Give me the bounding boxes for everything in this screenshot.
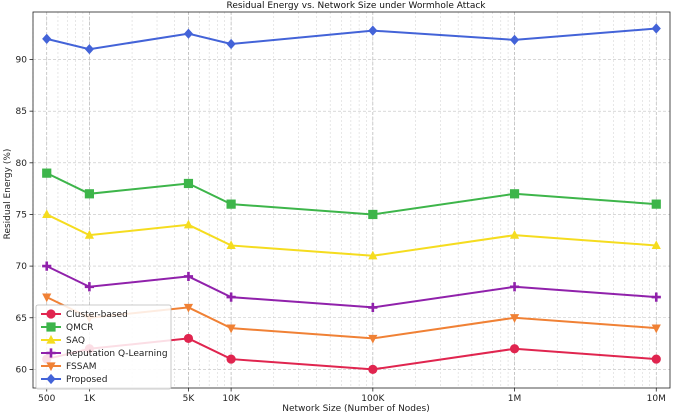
- x-tick-label: 100K: [361, 394, 385, 404]
- y-tick-label: 85: [16, 107, 27, 117]
- data-point: [42, 33, 52, 44]
- legend-item: Reputation Q-Learning: [41, 348, 168, 359]
- y-tick-label: 65: [16, 314, 27, 324]
- data-point: [368, 302, 378, 313]
- x-tick-label: 1M: [508, 394, 522, 404]
- series: [42, 261, 661, 313]
- data-point: [46, 362, 56, 372]
- data-point: [42, 293, 52, 303]
- series: [42, 23, 661, 55]
- x-tick-label: 10K: [222, 394, 240, 404]
- data-point: [183, 333, 194, 344]
- data-point: [42, 168, 52, 178]
- data-point: [368, 334, 378, 344]
- legend-label: QMCR: [66, 323, 93, 333]
- data-point: [46, 322, 56, 332]
- legend-item: Proposed: [41, 373, 107, 385]
- y-tick-label: 70: [16, 262, 28, 272]
- data-point: [46, 309, 56, 319]
- legend: Cluster-based QMCR SAQ Reputation Q-Learnin…: [35, 304, 172, 390]
- data-point: [226, 199, 236, 209]
- data-point: [651, 23, 661, 34]
- y-tick-label: 80: [16, 159, 28, 169]
- data-point: [226, 292, 236, 302]
- series-line: [46, 213, 657, 257]
- legend-label: Reputation Q-Learning: [66, 349, 168, 359]
- data-point: [651, 292, 661, 302]
- legend-label: SAQ: [66, 336, 85, 346]
- plot-area: [32, 11, 671, 389]
- legend-item: QMCR: [41, 322, 93, 333]
- data-point: [84, 44, 94, 55]
- data-point: [651, 354, 661, 364]
- data-point: [509, 34, 520, 45]
- data-point: [183, 28, 194, 39]
- y-axis-label: Residual Energy (%): [3, 149, 13, 240]
- data-point: [42, 261, 52, 271]
- data-point: [46, 334, 56, 344]
- data-point: [651, 199, 661, 209]
- data-point: [509, 189, 520, 199]
- data-point: [226, 354, 236, 364]
- data-point: [509, 314, 520, 323]
- data-point: [183, 178, 194, 189]
- x-tick-label: 500: [38, 394, 55, 404]
- x-tick-label: 5K: [183, 394, 196, 404]
- data-point: [368, 250, 378, 260]
- data-point: [368, 25, 378, 36]
- series-line: [46, 172, 657, 216]
- x-tick-label: 10M: [647, 394, 666, 404]
- legend-item: Cluster-based: [41, 309, 128, 320]
- x-axis: 500 1K 5K 10K 100K 1M 10M: [38, 388, 666, 404]
- series-group: [42, 23, 661, 375]
- y-axis: 60 65 70 75 80 85 90: [16, 56, 33, 375]
- data-point: [651, 240, 661, 250]
- data-point: [183, 219, 194, 229]
- data-point: [84, 230, 94, 239]
- series-line: [46, 27, 657, 51]
- data-point: [509, 282, 520, 292]
- data-point: [368, 209, 378, 220]
- data-point: [84, 189, 94, 199]
- data-point: [368, 364, 378, 375]
- data-point: [226, 38, 236, 50]
- data-point: [226, 324, 236, 334]
- x-axis-label: Network Size (Number of Nodes): [282, 404, 430, 414]
- data-point: [183, 271, 194, 282]
- data-point: [46, 373, 56, 385]
- data-point: [46, 348, 56, 358]
- legend-label: FSSAM: [66, 362, 97, 372]
- y-tick-label: 60: [16, 365, 28, 375]
- y-tick-label: 90: [16, 56, 28, 66]
- series: [42, 209, 661, 260]
- legend-label: Cluster-based: [66, 310, 128, 320]
- legend-label: Proposed: [66, 375, 107, 385]
- y-tick-label: 75: [16, 210, 27, 220]
- legend-item: SAQ: [41, 334, 85, 346]
- data-point: [226, 240, 236, 250]
- series-line: [46, 265, 657, 309]
- legend-item: FSSAM: [41, 362, 97, 372]
- data-point: [509, 230, 520, 239]
- data-point: [509, 344, 520, 354]
- x-tick-label: 1K: [84, 394, 97, 404]
- data-point: [84, 282, 94, 292]
- data-point: [651, 324, 661, 334]
- chart-title: Residual Energy vs. Network Size under W…: [227, 1, 487, 11]
- series: [42, 168, 661, 220]
- data-point: [183, 303, 194, 313]
- legend-box: [35, 304, 172, 390]
- data-point: [42, 209, 52, 219]
